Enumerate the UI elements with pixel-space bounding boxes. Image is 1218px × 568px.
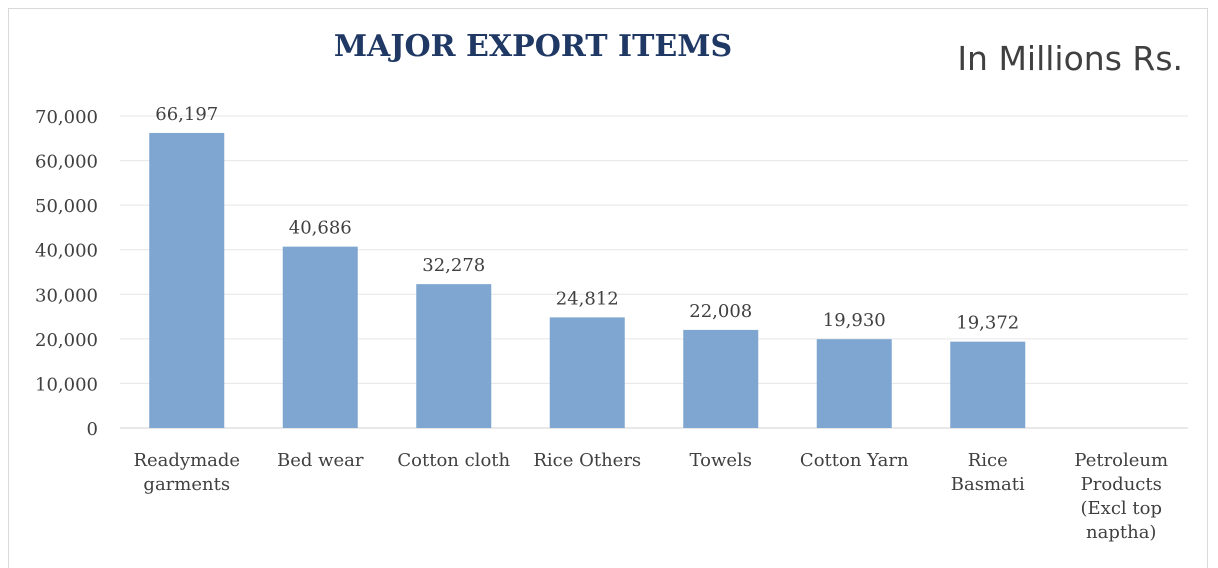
y-axis-ticks: 0 10,000 20,000 30,000 40,000 50,000 60,000 70,… bbox=[35, 107, 98, 440]
category-label: Rice Basmati bbox=[951, 450, 1025, 495]
y-tick-label: 50,000 bbox=[35, 196, 98, 217]
gridlines bbox=[120, 115, 1188, 429]
bar bbox=[149, 132, 225, 429]
bar bbox=[683, 329, 759, 428]
category-label: Cotton Yarn bbox=[800, 450, 909, 471]
bar bbox=[549, 317, 625, 428]
unit-label: In Millions Rs. bbox=[957, 39, 1183, 78]
y-tick-label: 40,000 bbox=[35, 241, 98, 262]
bar bbox=[950, 341, 1026, 428]
chart-frame bbox=[8, 8, 1208, 568]
bars bbox=[149, 132, 1026, 429]
category-label: Petroleum Products (Excl top naptha) bbox=[1074, 450, 1168, 543]
data-label: 40,686 bbox=[289, 218, 352, 239]
data-label: 66,197 bbox=[155, 104, 218, 125]
y-tick-label: 60,000 bbox=[35, 152, 98, 173]
chart-title: MAJOR EXPORT ITEMS bbox=[334, 29, 732, 64]
category-label: Rice Others bbox=[533, 450, 641, 471]
category-label: Bed wear bbox=[277, 450, 364, 471]
data-label: 32,278 bbox=[422, 255, 485, 276]
data-labels: 66,197 40,686 32,278 24,812 22,008 19,930 19,3… bbox=[155, 104, 1019, 334]
category-labels: Readymade garments Bed wear Cotton cloth Ric… bbox=[133, 450, 1168, 543]
data-label: 19,930 bbox=[823, 310, 886, 331]
y-tick-label: 30,000 bbox=[35, 285, 98, 306]
y-tick-label: 70,000 bbox=[35, 107, 98, 128]
data-label: 22,008 bbox=[689, 301, 752, 322]
category-label: Cotton cloth bbox=[397, 450, 510, 471]
data-label: 24,812 bbox=[556, 288, 619, 309]
category-label: Towels bbox=[690, 450, 753, 471]
bar bbox=[416, 284, 492, 428]
y-tick-label: 10,000 bbox=[35, 374, 98, 395]
bar bbox=[282, 246, 358, 428]
y-tick-label: 20,000 bbox=[35, 330, 98, 351]
bar bbox=[816, 339, 892, 428]
category-label: Readymade garments bbox=[133, 450, 240, 495]
y-tick-label: 0 bbox=[87, 419, 98, 440]
data-label: 19,372 bbox=[956, 313, 1019, 334]
